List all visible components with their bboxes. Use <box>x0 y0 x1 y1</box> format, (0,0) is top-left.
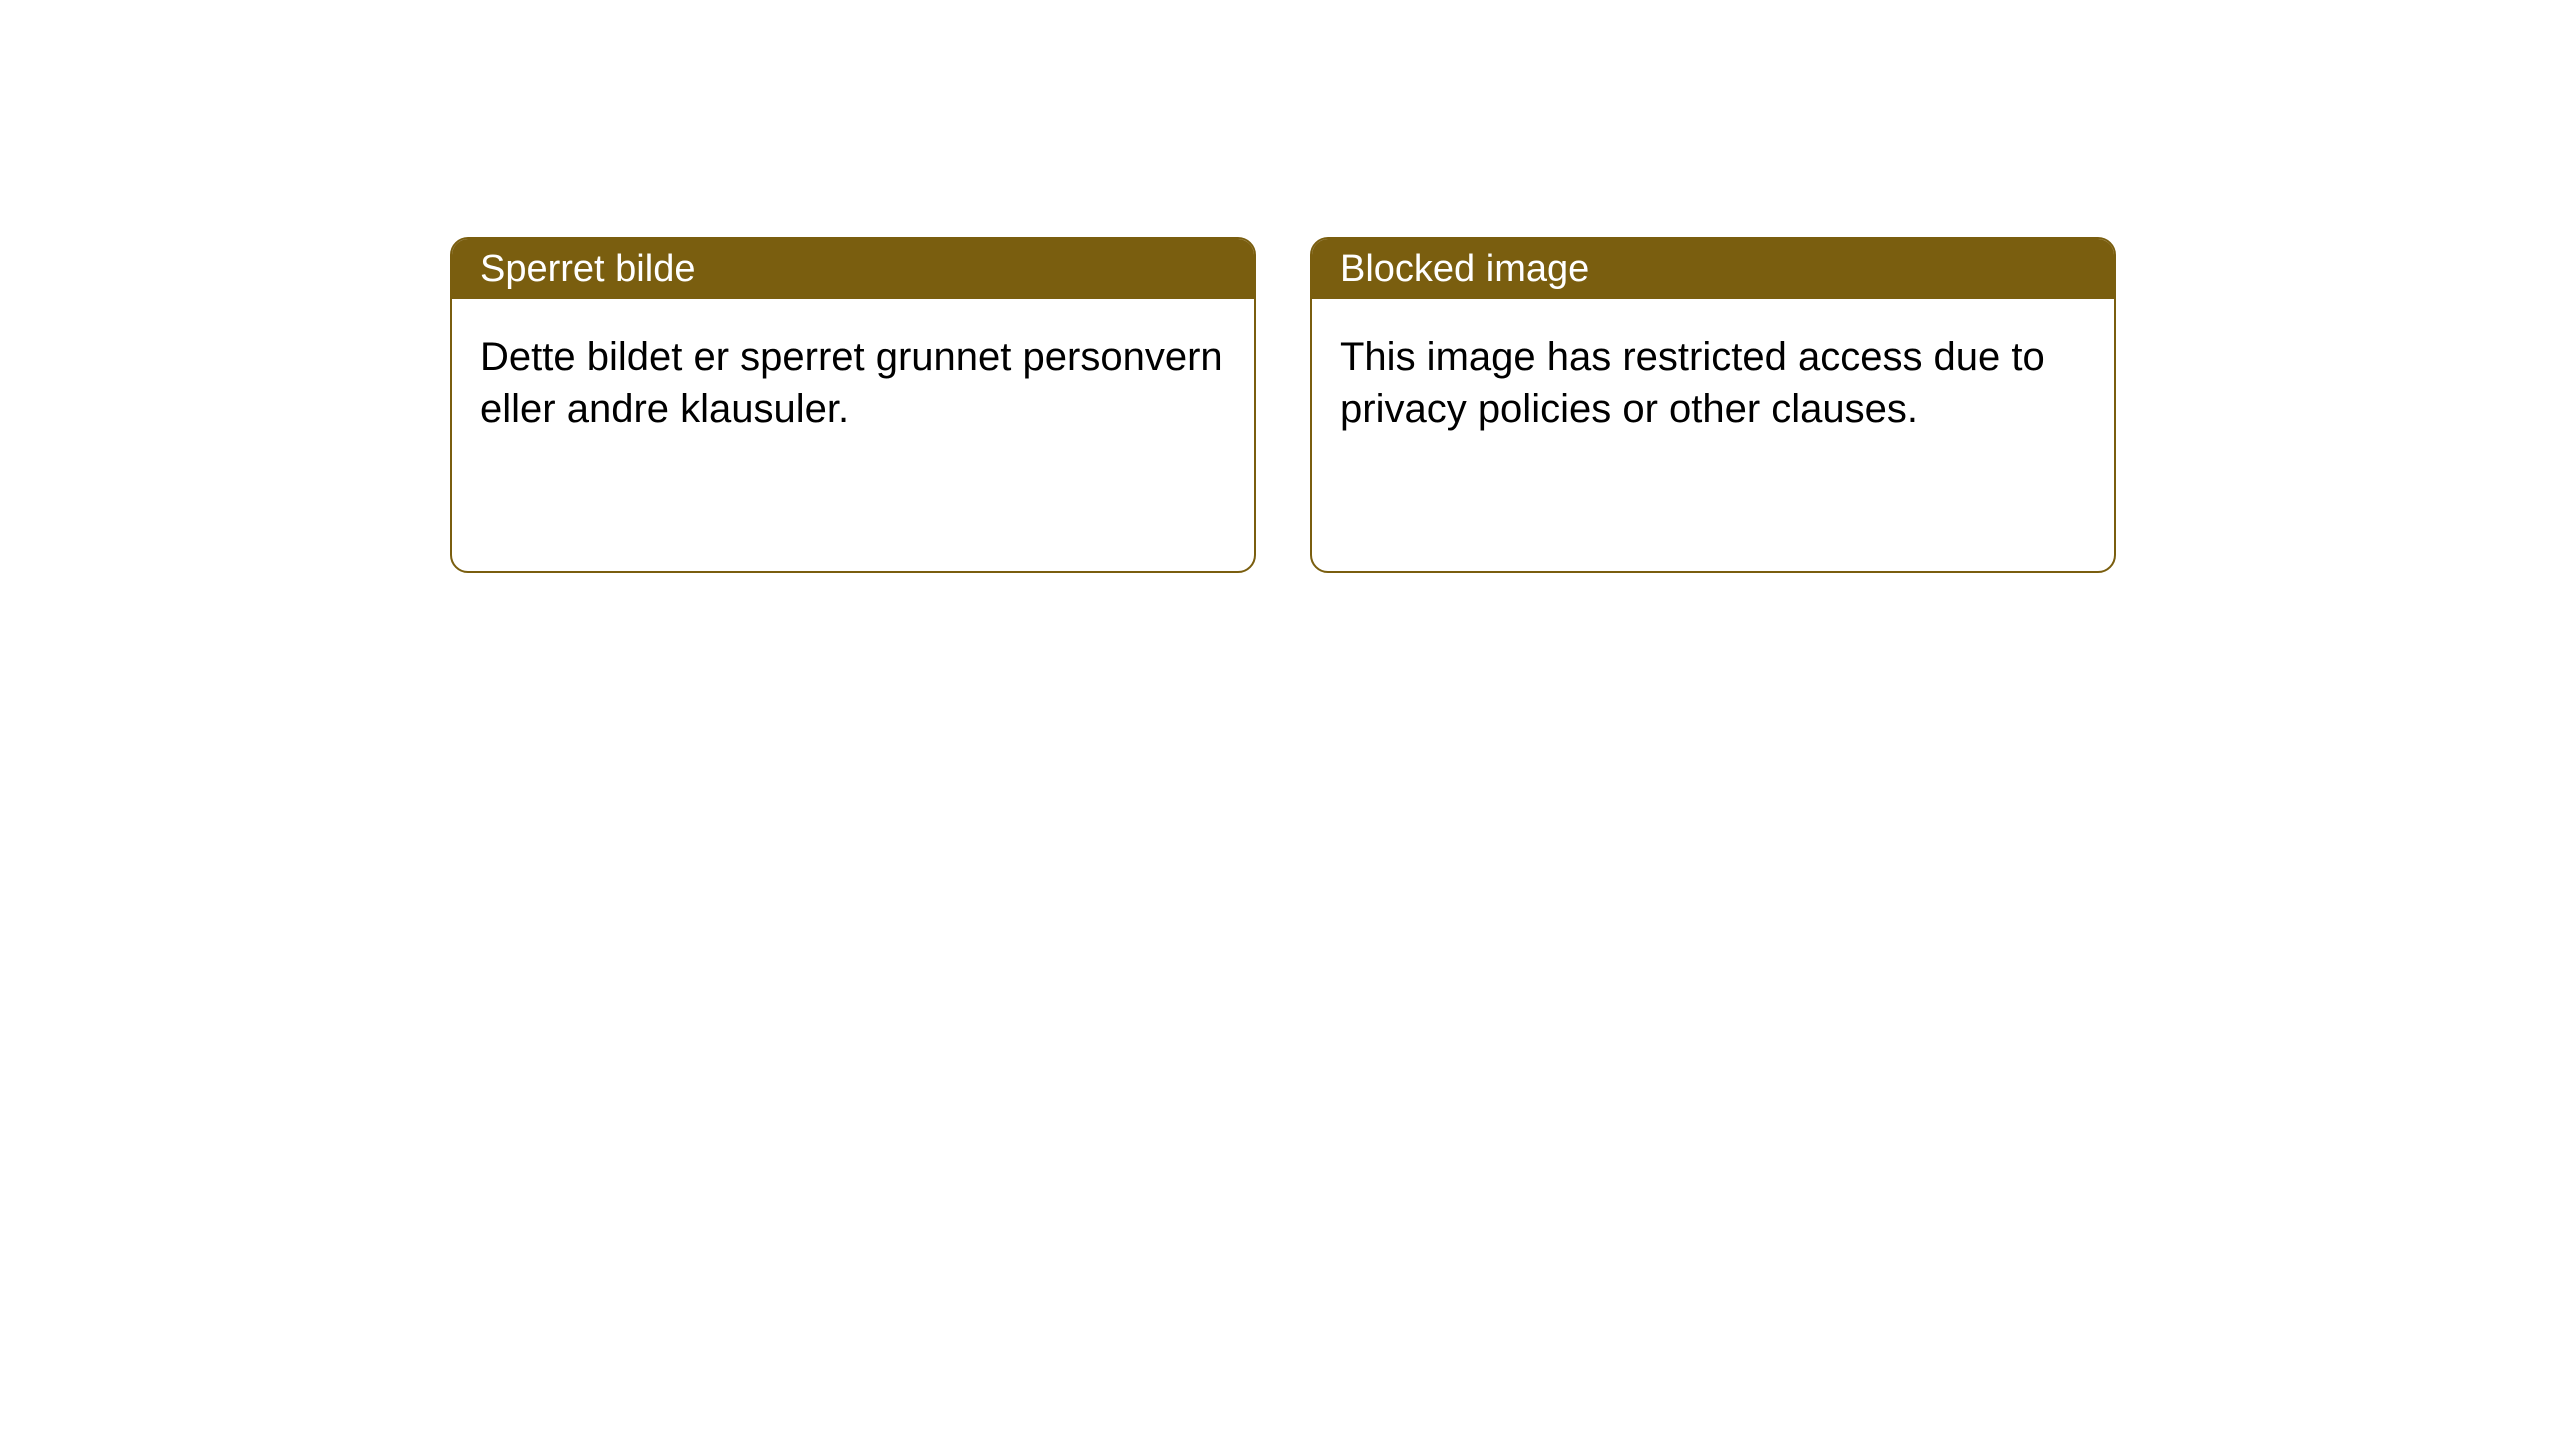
notice-body-text: Dette bildet er sperret grunnet personve… <box>480 335 1223 431</box>
notice-box-norwegian: Sperret bilde Dette bildet er sperret gr… <box>450 237 1256 573</box>
notice-header: Sperret bilde <box>452 239 1254 299</box>
notice-body: Dette bildet er sperret grunnet personve… <box>452 299 1254 467</box>
notice-header: Blocked image <box>1312 239 2114 299</box>
notice-header-text: Blocked image <box>1340 248 1589 291</box>
notice-box-english: Blocked image This image has restricted … <box>1310 237 2116 573</box>
notice-header-text: Sperret bilde <box>480 248 695 291</box>
notice-body: This image has restricted access due to … <box>1312 299 2114 467</box>
notice-body-text: This image has restricted access due to … <box>1340 335 2045 431</box>
notice-container: Sperret bilde Dette bildet er sperret gr… <box>0 0 2560 573</box>
